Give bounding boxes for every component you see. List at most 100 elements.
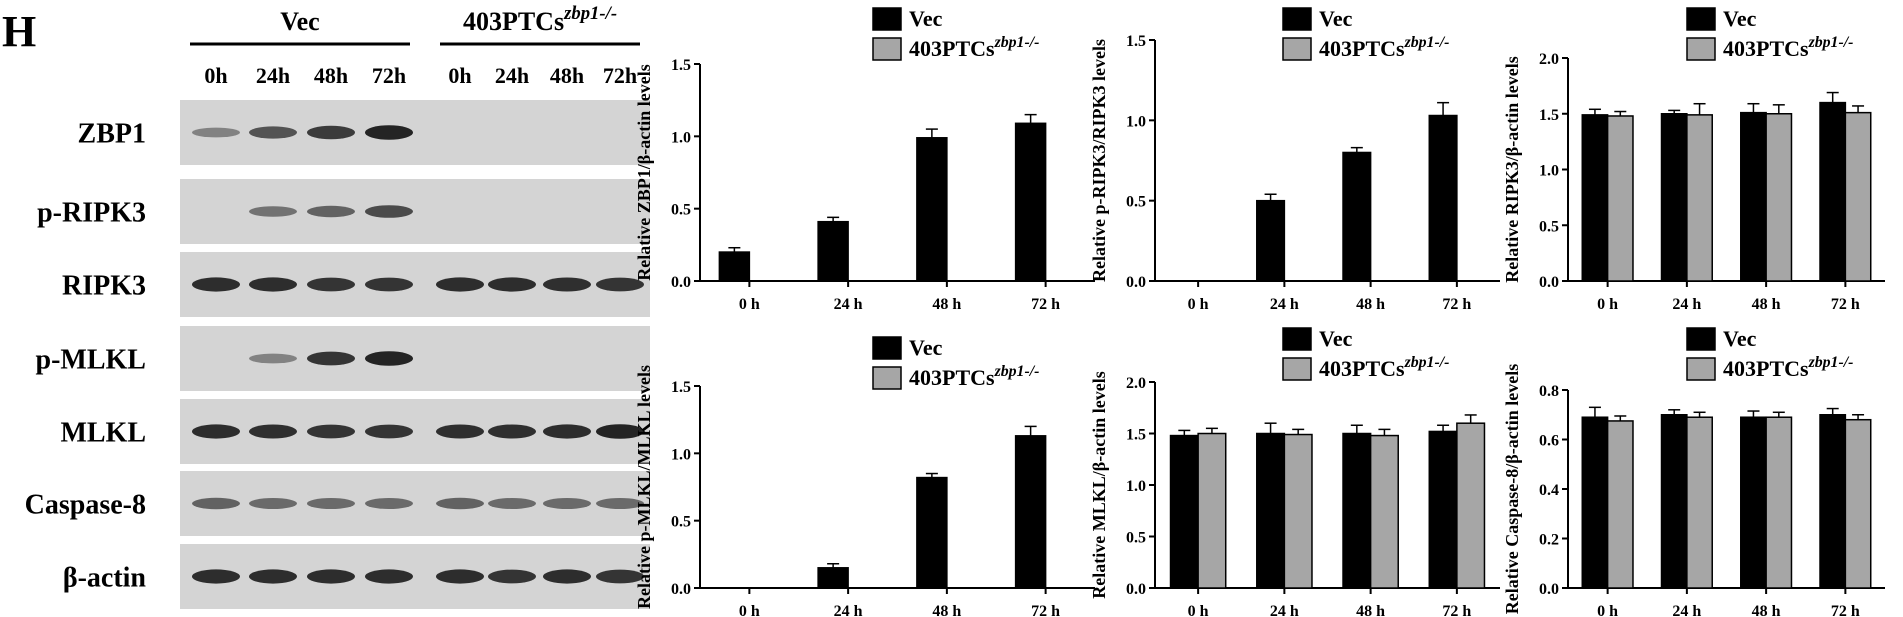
- bar: [1581, 114, 1609, 282]
- y-tick-label: 0.2: [1539, 532, 1559, 549]
- legend-swatch: [1686, 37, 1716, 61]
- bar: [1819, 101, 1847, 282]
- blot-band: [192, 569, 240, 584]
- blot-band: [307, 498, 355, 509]
- x-tick-label: 48 h: [1356, 603, 1385, 617]
- bar: [1256, 432, 1286, 589]
- legend-label: 403PTCszbp1-/-: [1723, 354, 1853, 381]
- y-tick-label: 0.5: [1539, 218, 1559, 235]
- legend-label: Vec: [1319, 326, 1353, 351]
- x-tick-label: 24 h: [834, 603, 863, 617]
- blot-timepoint-label: 24h: [495, 63, 529, 88]
- y-axis-label: Relative p-MLKL/MLKL levels: [634, 365, 654, 609]
- bar: [1256, 199, 1286, 282]
- y-tick-label: 1.0: [671, 129, 691, 146]
- legend-swatch: [872, 366, 902, 390]
- y-axis-label: Relative MLKL/β-actin levels: [1089, 371, 1109, 598]
- legend-swatch: [872, 7, 902, 31]
- blot-timepoint-label: 48h: [314, 63, 348, 88]
- blot-row-label: β-actin: [63, 563, 147, 594]
- legend-label-base: 403PTCs: [1319, 36, 1405, 61]
- blot-row-label: p-RIPK3: [37, 198, 146, 229]
- x-tick-label: 0 h: [1597, 603, 1618, 617]
- bar: [817, 567, 849, 589]
- bar: [1740, 111, 1767, 282]
- blot-band: [307, 569, 355, 584]
- legend-label-base: 403PTCs: [909, 365, 995, 390]
- bar: [1283, 433, 1313, 589]
- y-tick-label: 0.8: [1539, 383, 1559, 400]
- chart-panel: 0.0 0.5 1.0 1.5 Relative p-RIPK3/RIPK3 level…: [1089, 6, 1500, 313]
- bar: [1765, 113, 1793, 282]
- x-tick-label: 0 h: [1188, 296, 1209, 313]
- blot-band: [307, 351, 355, 366]
- chart-panel: 0.0 0.2 0.4 0.6 0.8 Relative Caspase-8/β-acti…: [1502, 326, 1885, 617]
- blot-band: [249, 569, 297, 584]
- blot-band: [365, 277, 413, 292]
- legend-label-base: 403PTCs: [1723, 36, 1809, 61]
- legend-label: 403PTCszbp1-/-: [909, 34, 1039, 61]
- y-tick-label: 1.5: [1126, 427, 1146, 444]
- blot-band: [307, 205, 355, 218]
- legend-label-sup: zbp1-/-: [1404, 34, 1450, 51]
- blot-band: [543, 424, 591, 439]
- legend-swatch: [1282, 7, 1312, 31]
- bar: [1844, 111, 1872, 282]
- y-tick-label: 0.0: [671, 274, 691, 291]
- x-tick-label: 24 h: [1270, 603, 1299, 617]
- bar: [1606, 115, 1634, 282]
- blot-band: [436, 569, 484, 584]
- blot-band: [365, 569, 413, 584]
- x-tick-label: 48 h: [932, 296, 961, 313]
- bar: [817, 220, 849, 282]
- blot-band: [249, 277, 297, 292]
- x-tick-label: 24 h: [834, 296, 863, 313]
- y-axis-label: Relative ZBP1/β-actin levels: [634, 64, 654, 280]
- legend-label-base: 403PTCs: [1319, 356, 1405, 381]
- bar: [1686, 114, 1713, 282]
- x-tick-label: 72 h: [1831, 296, 1860, 313]
- blot-band: [249, 353, 297, 364]
- blot-band: [249, 126, 297, 139]
- blot-row-label: MLKL: [60, 418, 146, 449]
- blot-band: [436, 497, 484, 510]
- legend-label-base: 403PTCs: [1723, 356, 1809, 381]
- western-blot: Vec 403PTCszbp1-/- 0h 24h 48h 72h 0h 24h 48h 72h Z…: [25, 3, 650, 609]
- bar: [1169, 434, 1199, 589]
- blot-group-label-base: Vec: [280, 7, 319, 36]
- legend-label: 403PTCszbp1-/-: [1319, 354, 1449, 381]
- y-tick-label: 1.0: [1126, 113, 1146, 130]
- blot-timepoint-label: 0h: [204, 63, 227, 88]
- blot-band: [596, 424, 644, 439]
- blot-band: [596, 498, 644, 509]
- blot-band: [192, 497, 240, 510]
- bar: [1428, 430, 1458, 589]
- legend-label: Vec: [909, 6, 943, 31]
- bar: [1686, 416, 1713, 589]
- legend-swatch: [872, 336, 902, 360]
- blot-row-label: Caspase-8: [25, 490, 146, 521]
- x-tick-label: 48 h: [1752, 296, 1781, 313]
- legend-swatch: [1282, 327, 1312, 351]
- legend-label-sup: zbp1-/-: [994, 363, 1040, 380]
- y-tick-label: 0.0: [671, 581, 691, 598]
- legend-swatch: [1686, 7, 1716, 31]
- legend-label: 403PTCszbp1-/-: [1319, 34, 1449, 61]
- blot-band: [543, 569, 591, 584]
- y-tick-label: 2.0: [1539, 51, 1559, 68]
- blot-band: [307, 424, 355, 439]
- x-tick-label: 72 h: [1442, 296, 1471, 313]
- chart-panel: 0.0 0.5 1.0 1.5 2.0 Relative RIPK3/β-actin le…: [1502, 6, 1885, 313]
- blot-group-label: Vec: [280, 7, 319, 36]
- blot-band: [307, 277, 355, 292]
- blot-band: [307, 125, 355, 140]
- blot-band: [543, 277, 591, 292]
- bar: [1369, 434, 1399, 589]
- blot-band: [596, 277, 644, 292]
- legend-label: Vec: [1723, 6, 1757, 31]
- legend-label-sup: zbp1-/-: [994, 34, 1040, 51]
- blot-timepoint-label: 72h: [372, 63, 406, 88]
- legend-label: Vec: [909, 335, 943, 360]
- x-tick-label: 0 h: [739, 296, 760, 313]
